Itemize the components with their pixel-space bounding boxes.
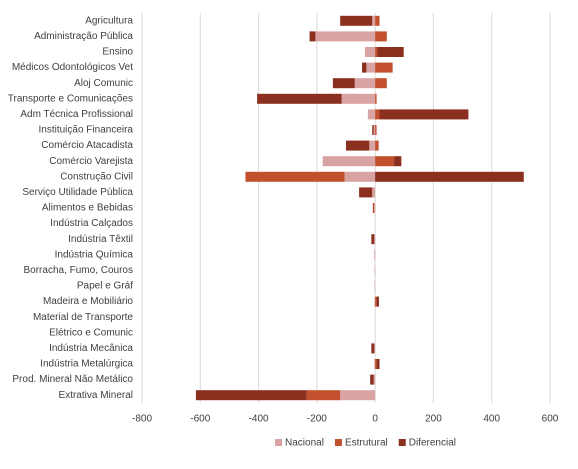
x-tick-label: 200 xyxy=(425,414,442,425)
bar xyxy=(340,390,376,401)
bar xyxy=(341,93,376,104)
x-tick-label: 0 xyxy=(372,414,378,425)
y-tick-label: Indústria Química xyxy=(55,249,134,260)
bar xyxy=(257,93,342,104)
bar xyxy=(371,343,375,354)
y-tick-label: Material de Transporte xyxy=(33,312,133,323)
y-tick-label: Madeira e Mobiliário xyxy=(43,296,133,307)
x-tick-label: 400 xyxy=(483,414,500,425)
bar xyxy=(369,140,376,151)
bar xyxy=(371,234,375,245)
x-tick-label: -800 xyxy=(132,414,152,425)
bar xyxy=(375,78,387,89)
bar xyxy=(195,390,307,401)
bar xyxy=(370,374,374,385)
x-tick-label: -400 xyxy=(249,414,269,425)
bar xyxy=(245,171,345,182)
y-tick-label: Médicos Odontológicos Vet xyxy=(12,62,133,73)
bar xyxy=(375,140,379,151)
bar xyxy=(372,15,376,26)
bar xyxy=(372,187,376,198)
x-tick-label: 600 xyxy=(542,414,559,425)
bar xyxy=(375,62,393,73)
bar xyxy=(374,234,376,245)
bar xyxy=(367,109,376,120)
y-tick-label: Comércio Atacadista xyxy=(41,140,133,151)
legend-label: Diferencial xyxy=(409,438,456,449)
bar xyxy=(374,343,376,354)
y-tick-label: Papel e Gráf xyxy=(77,281,133,292)
bar xyxy=(373,374,376,385)
y-tick-label: Indústria Metalúrgica xyxy=(40,359,133,370)
bar xyxy=(344,171,376,182)
y-tick-label: Indústria Mecânica xyxy=(49,343,133,354)
bar xyxy=(306,390,341,401)
bar xyxy=(375,47,378,57)
bar xyxy=(379,109,469,120)
bar xyxy=(375,125,377,135)
bar xyxy=(375,15,380,26)
y-tick-label: Administração Pública xyxy=(34,31,133,42)
y-tick-label: Construção Civil xyxy=(60,171,133,182)
y-tick-label: Serviço Utilidade Pública xyxy=(22,187,133,198)
y-tick-label: Prod. Mineral Não Metálico xyxy=(12,374,133,385)
legend-swatch xyxy=(398,439,406,446)
bar xyxy=(366,62,376,73)
bar xyxy=(375,156,395,167)
bar xyxy=(372,203,375,213)
bar xyxy=(374,265,376,276)
bar xyxy=(359,187,373,198)
bar xyxy=(315,31,376,42)
bar xyxy=(375,296,377,307)
bar xyxy=(340,15,373,26)
bar xyxy=(374,203,376,213)
bar xyxy=(374,249,376,260)
legend-label: Nacional xyxy=(285,438,324,449)
bar xyxy=(309,31,316,42)
bar xyxy=(375,359,377,369)
bar xyxy=(332,78,355,89)
legend-label: Estrutural xyxy=(345,438,388,449)
y-tick-label: Transporte e Comunicações xyxy=(8,93,133,104)
y-tick-label: Indústria Têxtil xyxy=(68,234,133,245)
bar xyxy=(376,359,380,369)
bar xyxy=(376,296,379,307)
y-tick-label: Instituição Financeira xyxy=(39,125,134,136)
bar xyxy=(354,78,376,89)
bar xyxy=(374,296,376,307)
y-tick-label: Aloj Comunic xyxy=(74,78,133,89)
bar xyxy=(375,93,377,104)
bar xyxy=(374,359,376,369)
bar xyxy=(377,47,404,57)
bar xyxy=(374,281,376,291)
bar xyxy=(394,156,402,167)
y-tick-label: Elétrico e Comunic xyxy=(49,327,133,338)
x-tick-label: -200 xyxy=(307,414,327,425)
bar xyxy=(375,171,524,182)
bar xyxy=(372,125,374,135)
y-tick-label: Ensino xyxy=(102,47,133,58)
y-tick-label: Borracha, Fumo, Couros xyxy=(24,265,134,276)
bar xyxy=(373,125,376,135)
bar xyxy=(364,47,376,57)
legend-swatch xyxy=(334,439,342,446)
legend-swatch xyxy=(275,439,283,446)
y-tick-label: Extrativa Mineral xyxy=(59,390,133,401)
bar xyxy=(375,109,380,120)
y-tick-label: Indústria Calçados xyxy=(50,218,133,229)
bar xyxy=(322,156,376,167)
bar xyxy=(362,62,367,73)
bar xyxy=(375,31,387,42)
y-tick-label: Alimentos e Bebidas xyxy=(42,203,133,214)
y-tick-label: Adm Técnica Profissional xyxy=(20,109,133,120)
x-tick-label: -600 xyxy=(190,414,210,425)
bar xyxy=(346,140,370,151)
y-tick-label: Comércio Varejista xyxy=(49,156,133,167)
y-tick-label: Agricultura xyxy=(85,15,133,26)
